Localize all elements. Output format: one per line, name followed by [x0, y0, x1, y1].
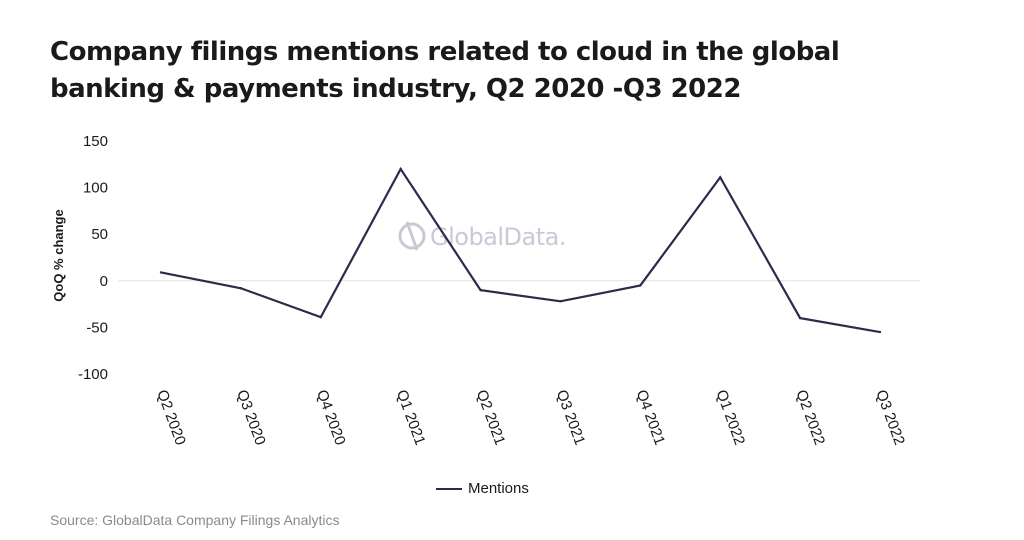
data-point — [319, 315, 322, 319]
data-point — [159, 271, 163, 274]
x-tick-label: Q2 2021 — [473, 388, 509, 448]
x-tick-label: Q3 2021 — [553, 388, 589, 448]
x-tick-label: Q4 2020 — [313, 388, 349, 448]
x-tick-label: Q2 2022 — [792, 388, 828, 448]
watermark-logo-icon — [398, 222, 426, 250]
x-tick-label: Q3 2020 — [233, 388, 269, 448]
y-tick-label: -100 — [78, 366, 108, 383]
x-tick-label: Q4 2021 — [633, 388, 669, 448]
data-point — [639, 284, 642, 287]
data-point — [719, 176, 722, 179]
x-tick-label: Q2 2020 — [153, 388, 189, 448]
x-tick-label: Q1 2021 — [393, 388, 429, 448]
y-tick-label: -50 — [86, 319, 108, 336]
y-tick-label: 50 — [91, 226, 108, 243]
chart-title: Company filings mentions related to clou… — [50, 34, 950, 108]
x-tick-label: Q3 2022 — [872, 388, 908, 448]
watermark-logo-slash — [405, 221, 419, 251]
y-tick-label: 0 — [100, 273, 108, 290]
data-point — [798, 316, 802, 320]
globaldata-watermark: GlobalData. — [398, 221, 567, 251]
chart-legend: Mentions — [436, 480, 529, 497]
data-point — [399, 167, 402, 171]
data-point — [479, 288, 482, 292]
series-line-mentions — [160, 166, 881, 334]
chart-series — [159, 166, 882, 334]
chart-title-line-2: banking & payments industry, Q2 2020 -Q3… — [50, 74, 741, 104]
data-point — [878, 330, 882, 334]
source-note: Source: GlobalData Company Filings Analy… — [50, 512, 340, 528]
x-tick-label: Q1 2022 — [712, 388, 748, 448]
data-point — [559, 300, 562, 303]
y-tick-label: 150 — [83, 133, 108, 150]
chart-title-line-1: Company filings mentions related to clou… — [50, 37, 840, 67]
y-axis-label: QoQ % change — [51, 209, 66, 301]
legend-label-mentions: Mentions — [468, 480, 529, 497]
y-tick-label: 100 — [83, 180, 108, 197]
legend-swatch-mentions — [436, 487, 462, 490]
data-point — [239, 287, 243, 290]
watermark-text: GlobalData. — [430, 223, 566, 251]
